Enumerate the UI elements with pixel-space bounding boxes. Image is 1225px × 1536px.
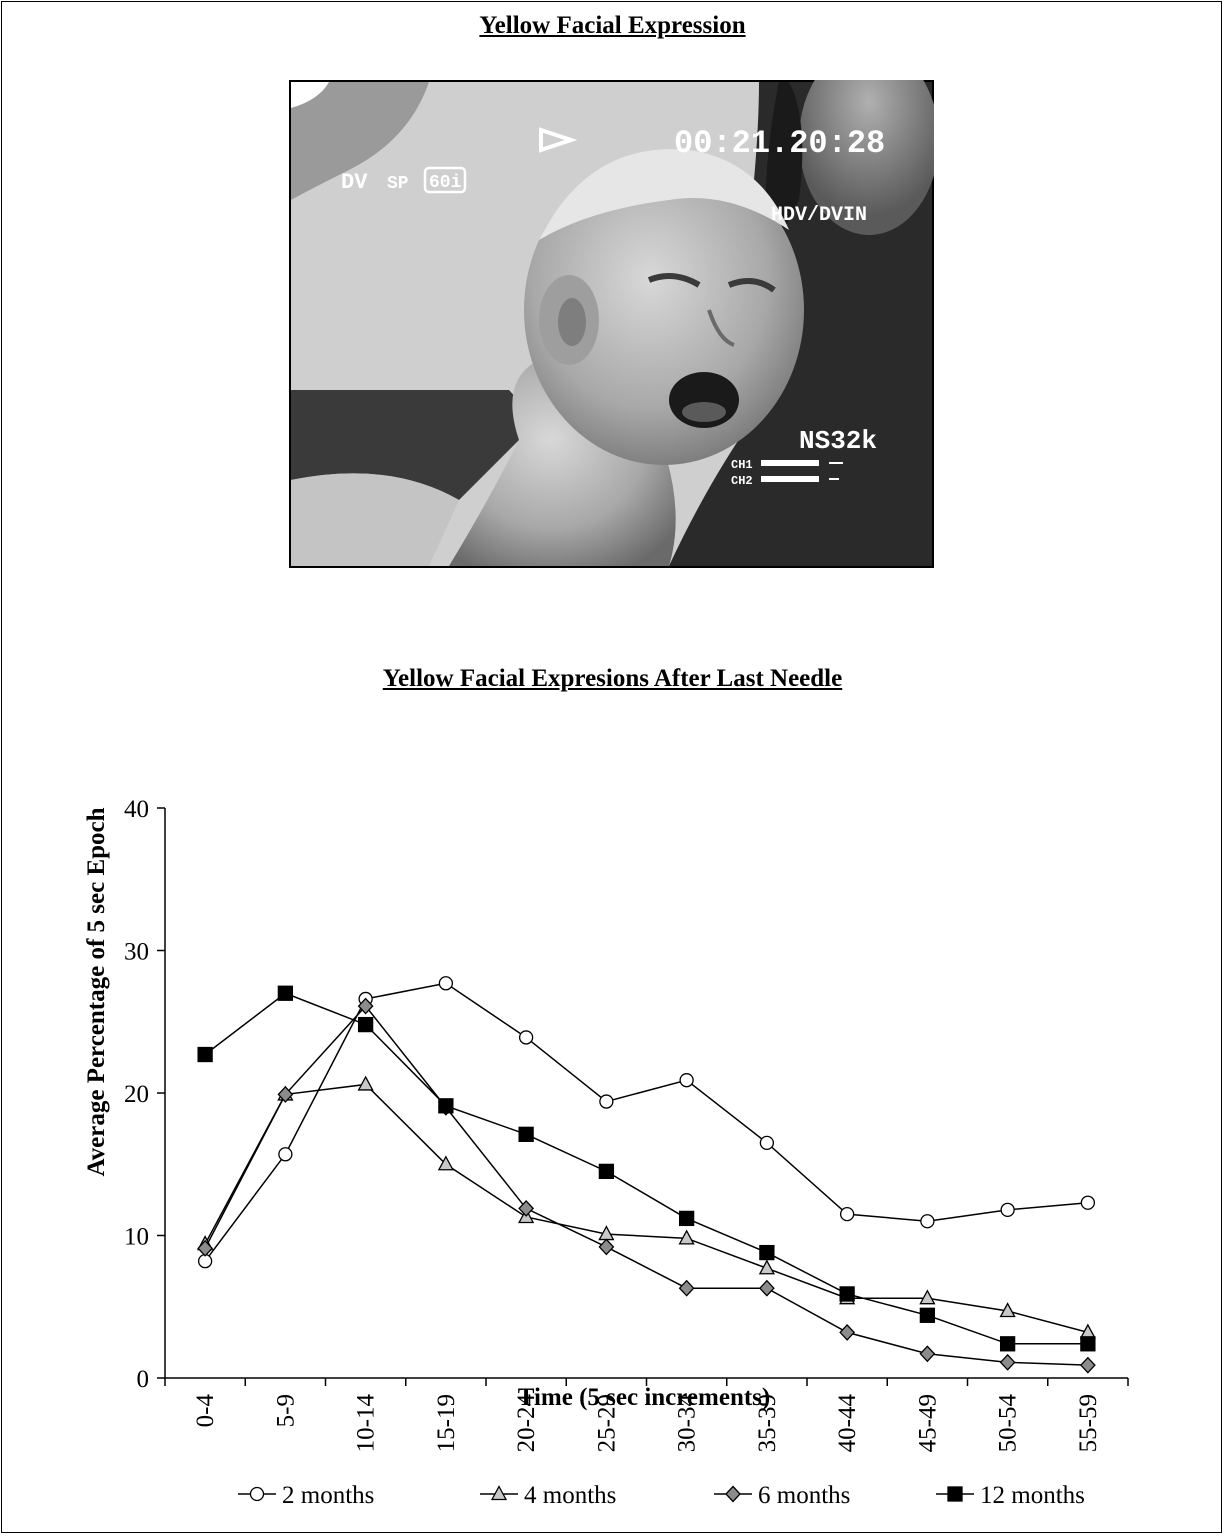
data-point bbox=[678, 1210, 695, 1227]
photo-title: Yellow Facial Expression bbox=[479, 12, 746, 39]
data-point bbox=[920, 1214, 935, 1229]
data-point bbox=[839, 1286, 855, 1302]
x-tick-label: 20-24 bbox=[513, 1394, 540, 1453]
data-point bbox=[919, 1307, 936, 1323]
data-point bbox=[1080, 1195, 1096, 1210]
chart-title: Yellow Facial Expresions After Last Need… bbox=[382, 665, 843, 692]
x-tick-label: 0-4 bbox=[192, 1394, 219, 1428]
y-tick-label: 10 bbox=[124, 1224, 149, 1251]
data-point bbox=[919, 1289, 936, 1305]
legend-item: 4 months bbox=[480, 1482, 616, 1509]
x-tick-label: 45-49 bbox=[914, 1394, 941, 1452]
x-tick-label: 10-14 bbox=[353, 1394, 380, 1453]
crying-infant-photo: DV SP 60i 00:21.20:28 HDV/DVIN NS32k CH1… bbox=[289, 80, 934, 568]
series-line bbox=[204, 1004, 1088, 1366]
legend-marker bbox=[725, 1485, 741, 1503]
overlay-ch2: CH2 bbox=[731, 474, 753, 488]
data-point bbox=[437, 1155, 454, 1171]
data-point bbox=[678, 1229, 695, 1245]
data-point bbox=[277, 985, 294, 1001]
series-layer bbox=[197, 976, 1096, 1374]
x-axis-label: Time (5 sec increments) bbox=[518, 1384, 770, 1411]
overlay-input: HDV/DVIN bbox=[771, 204, 867, 227]
overlay-speed: SP bbox=[387, 174, 409, 194]
data-point bbox=[357, 1016, 374, 1033]
y-tick-label: 0 bbox=[137, 1366, 150, 1393]
series-6-months bbox=[197, 997, 1096, 1374]
x-tick-label: 55-59 bbox=[1075, 1394, 1102, 1452]
data-point bbox=[518, 1126, 534, 1142]
legend-label: 2 months bbox=[282, 1482, 374, 1509]
overlay-ch1: CH1 bbox=[731, 458, 753, 472]
series-line bbox=[204, 1083, 1089, 1334]
legend-item: 2 months bbox=[238, 1482, 374, 1509]
legend-label: 6 months bbox=[758, 1482, 850, 1509]
series-12-months bbox=[197, 985, 1096, 1352]
series-2-months bbox=[197, 976, 1096, 1269]
data-point bbox=[197, 1239, 214, 1257]
data-point bbox=[598, 1163, 615, 1180]
y-axis: 0 10 20 30 40 bbox=[124, 796, 166, 1393]
data-point bbox=[1000, 1202, 1015, 1217]
series-4-months bbox=[197, 1075, 1096, 1339]
x-tick-label: 5-9 bbox=[272, 1394, 299, 1427]
audio-level-meter bbox=[761, 460, 843, 482]
overlay-format: DV bbox=[341, 170, 368, 195]
x-tick-label: 50-54 bbox=[995, 1394, 1022, 1453]
x-tick-label: 25-29 bbox=[593, 1394, 620, 1452]
legend-item: 6 months bbox=[714, 1482, 850, 1509]
data-point bbox=[919, 1345, 936, 1363]
data-point bbox=[1080, 1336, 1096, 1352]
y-tick-label: 40 bbox=[124, 796, 149, 823]
data-point bbox=[518, 1199, 535, 1217]
legend-marker bbox=[947, 1486, 963, 1502]
data-point bbox=[278, 1147, 293, 1162]
legend-marker bbox=[249, 1486, 265, 1502]
data-point bbox=[438, 1098, 454, 1114]
data-point bbox=[759, 1244, 775, 1261]
legend-item: 12 months bbox=[936, 1482, 1085, 1509]
legend-marker bbox=[490, 1485, 508, 1501]
overlay-audio-mode: NS32k bbox=[799, 426, 877, 456]
data-point bbox=[357, 1075, 374, 1091]
legend-label: 4 months bbox=[524, 1482, 616, 1509]
series-line bbox=[204, 982, 1088, 1262]
line-chart: 0 10 20 30 40 0-4 5-9 10-14 15-19 20-24 25-29 30-3… bbox=[83, 796, 1129, 1509]
overlay-rate: 60i bbox=[429, 173, 462, 193]
data-point bbox=[438, 976, 454, 991]
x-tick-label: 30-34 bbox=[674, 1394, 701, 1453]
data-point bbox=[758, 1259, 775, 1275]
data-point bbox=[758, 1279, 775, 1297]
data-point bbox=[197, 1046, 213, 1063]
x-tick-label: 40-44 bbox=[834, 1394, 861, 1453]
legend-label: 12 months bbox=[980, 1482, 1085, 1509]
data-point bbox=[999, 1353, 1016, 1371]
data-point bbox=[839, 1323, 856, 1341]
data-point bbox=[277, 1085, 294, 1103]
x-axis: 0-4 5-9 10-14 15-19 20-24 25-29 30-34 35-39 40-4… bbox=[164, 1377, 1129, 1453]
data-point bbox=[679, 1073, 694, 1088]
play-icon bbox=[539, 127, 578, 153]
x-tick-label: 35-39 bbox=[754, 1394, 781, 1452]
chart-legend: 2 months 4 months 6 months 12 months bbox=[238, 1482, 1085, 1509]
data-point bbox=[599, 1094, 614, 1109]
data-point bbox=[598, 1238, 615, 1256]
overlay-timecode: 00:21.20:28 bbox=[674, 125, 885, 162]
series-line bbox=[204, 992, 1088, 1345]
data-point bbox=[999, 1336, 1016, 1352]
data-point bbox=[518, 1030, 534, 1045]
data-point bbox=[999, 1302, 1016, 1318]
data-point bbox=[678, 1279, 695, 1297]
data-point bbox=[759, 1135, 775, 1151]
y-axis-label: Average Percentage of 5 sec Epoch bbox=[83, 807, 110, 1176]
y-tick-label: 20 bbox=[124, 1081, 149, 1108]
x-tick-label: 15-19 bbox=[433, 1394, 460, 1452]
data-point bbox=[839, 1206, 855, 1222]
y-tick-label: 30 bbox=[124, 939, 149, 966]
data-point bbox=[1079, 1356, 1096, 1374]
data-point bbox=[357, 997, 374, 1015]
